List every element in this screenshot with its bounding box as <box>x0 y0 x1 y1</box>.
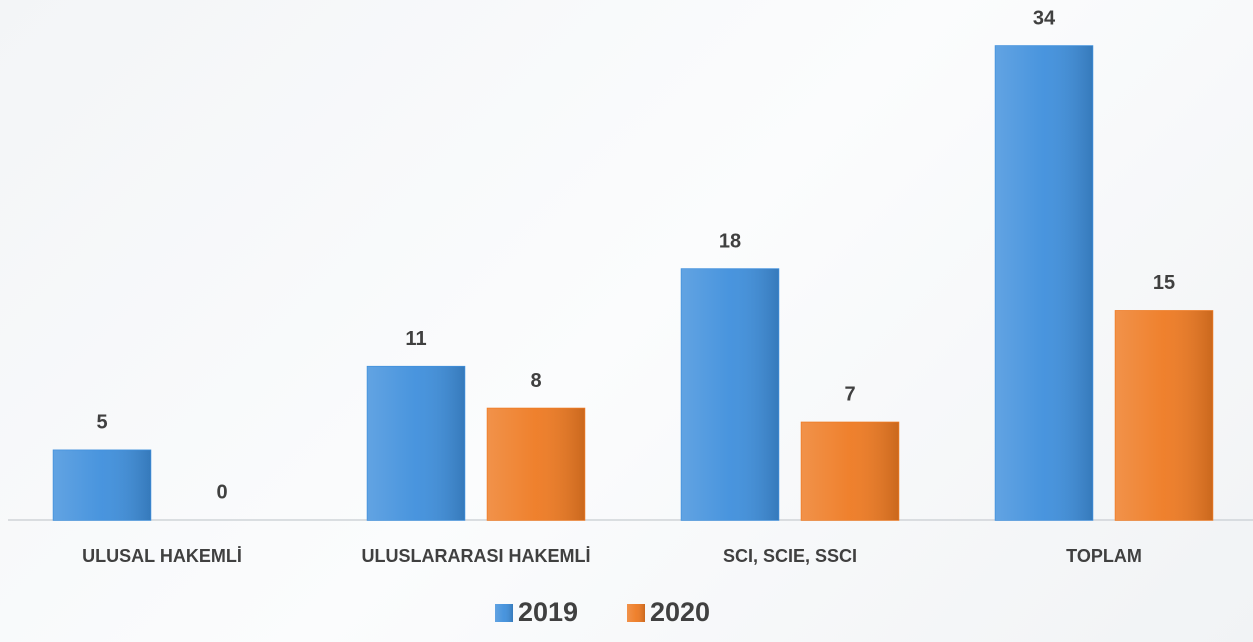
bar-shade <box>487 408 585 520</box>
legend-swatch-shade <box>495 604 513 622</box>
x-tick-label: ULUSAL HAKEMLİ <box>82 546 242 566</box>
bar-shade <box>801 422 899 520</box>
x-tick-label: SCI, SCIE, SSCI <box>723 546 857 566</box>
value-label: 7 <box>844 384 855 406</box>
value-label: 18 <box>719 230 741 252</box>
x-tick-label: TOPLAM <box>1066 546 1142 566</box>
value-label: 0 <box>216 481 227 503</box>
value-label: 5 <box>96 412 107 434</box>
bar-shade <box>53 450 151 520</box>
bar-shade <box>995 46 1093 520</box>
value-label: 15 <box>1153 272 1175 294</box>
legend-label: 2019 <box>518 597 578 627</box>
bar-shade <box>1115 310 1213 520</box>
value-label: 8 <box>530 370 541 392</box>
x-tick-label: ULUSLARARASI HAKEMLİ <box>362 546 591 566</box>
legend-swatch-shade <box>627 604 645 622</box>
legend-label: 2020 <box>650 597 710 627</box>
bar-shade <box>367 366 465 520</box>
bar-shade <box>681 269 779 520</box>
value-label: 11 <box>405 328 426 350</box>
value-label: 34 <box>1033 7 1056 29</box>
